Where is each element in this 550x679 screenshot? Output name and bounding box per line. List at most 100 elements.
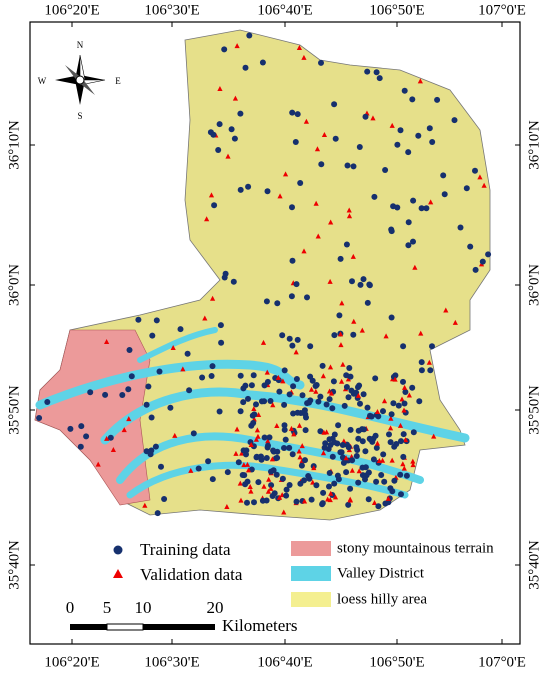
training-point xyxy=(135,316,142,323)
training-point xyxy=(253,454,260,461)
training-point xyxy=(345,394,352,401)
training-point xyxy=(259,59,266,66)
validation-point xyxy=(410,458,416,464)
training-point xyxy=(235,459,242,466)
training-point xyxy=(364,299,371,306)
training-point xyxy=(372,432,379,439)
training-point xyxy=(400,343,407,350)
scale-bar: 0 5 10 20 Kilometers xyxy=(66,598,298,635)
validation-point xyxy=(389,457,395,463)
validation-point xyxy=(311,465,317,471)
training-point xyxy=(323,401,330,408)
training-point xyxy=(357,400,363,407)
validation-point xyxy=(217,86,223,92)
validation-point xyxy=(392,376,398,382)
validation-point xyxy=(399,396,405,402)
training-point xyxy=(373,444,380,451)
training-point xyxy=(410,429,417,436)
training-point xyxy=(397,127,404,134)
training-point xyxy=(317,428,324,435)
training-point xyxy=(390,203,397,210)
training-point xyxy=(255,479,262,486)
validation-point xyxy=(297,454,303,460)
training-point xyxy=(371,193,378,200)
validation-point xyxy=(276,494,283,500)
validation-point xyxy=(232,95,239,101)
training-point xyxy=(334,472,341,479)
training-point xyxy=(376,75,383,82)
training-point xyxy=(390,400,397,407)
training-point xyxy=(331,480,338,487)
longitude-label: 106°50'E xyxy=(369,654,424,670)
validation-point xyxy=(332,494,339,500)
validation-point xyxy=(268,485,274,491)
validation-point xyxy=(247,483,253,489)
validation-point xyxy=(270,402,276,408)
training-point xyxy=(429,139,436,145)
validation-point xyxy=(301,498,308,504)
validation-point xyxy=(389,122,395,128)
validation-point xyxy=(351,318,357,324)
validation-point xyxy=(401,465,407,471)
training-point xyxy=(161,496,168,502)
training-point xyxy=(387,439,394,446)
validation-point xyxy=(402,437,409,443)
training-point xyxy=(293,498,300,505)
validation-point xyxy=(328,219,334,225)
training-point xyxy=(269,493,276,499)
latitude-label: 36°0'N xyxy=(526,264,542,306)
training-point xyxy=(402,389,409,395)
training-point xyxy=(360,276,367,283)
training-point xyxy=(276,388,283,395)
training-point xyxy=(322,440,329,447)
validation-point xyxy=(277,193,283,199)
training-point xyxy=(67,425,74,432)
training-point xyxy=(331,332,338,339)
training-point xyxy=(338,449,345,456)
training-point xyxy=(195,465,202,472)
training-point xyxy=(418,205,425,212)
training-point xyxy=(365,469,372,476)
training-point xyxy=(186,387,193,394)
validation-point xyxy=(282,171,289,177)
training-point xyxy=(485,251,492,258)
validation-point xyxy=(350,253,356,259)
training-point xyxy=(306,399,312,406)
training-point xyxy=(292,139,299,145)
training-point xyxy=(266,434,273,441)
validation-point xyxy=(269,456,275,462)
validation-point xyxy=(314,146,321,152)
validation-point xyxy=(371,500,378,506)
training-point xyxy=(288,293,295,300)
validation-point xyxy=(310,479,316,485)
scale-label: 10 xyxy=(135,598,152,617)
validation-point xyxy=(328,490,334,496)
training-point xyxy=(410,238,416,245)
training-point xyxy=(264,378,271,385)
training-point xyxy=(242,64,249,71)
graticule-ticks: 106°20'E 106°20'E 106°30'E 106°30'E 106°40'E… xyxy=(6,2,542,670)
training-point xyxy=(281,426,288,433)
validation-point xyxy=(346,207,352,213)
training-point xyxy=(398,491,404,498)
validation-point xyxy=(260,339,267,345)
training-point xyxy=(355,479,362,486)
training-point xyxy=(230,278,237,285)
training-point xyxy=(281,367,288,374)
training-point xyxy=(440,172,447,179)
training-point xyxy=(251,499,257,506)
training-point xyxy=(283,486,290,493)
validation-point xyxy=(225,153,231,159)
training-point xyxy=(286,335,293,342)
training-point xyxy=(347,485,354,492)
training-point xyxy=(335,422,342,429)
validation-point xyxy=(359,327,365,333)
training-point xyxy=(156,368,163,375)
training-point xyxy=(294,111,301,118)
training-point xyxy=(102,391,109,398)
validation-point xyxy=(293,349,299,355)
training-point xyxy=(302,427,309,434)
training-point xyxy=(107,434,114,441)
validation-point xyxy=(383,333,389,339)
validation-point xyxy=(385,495,391,501)
